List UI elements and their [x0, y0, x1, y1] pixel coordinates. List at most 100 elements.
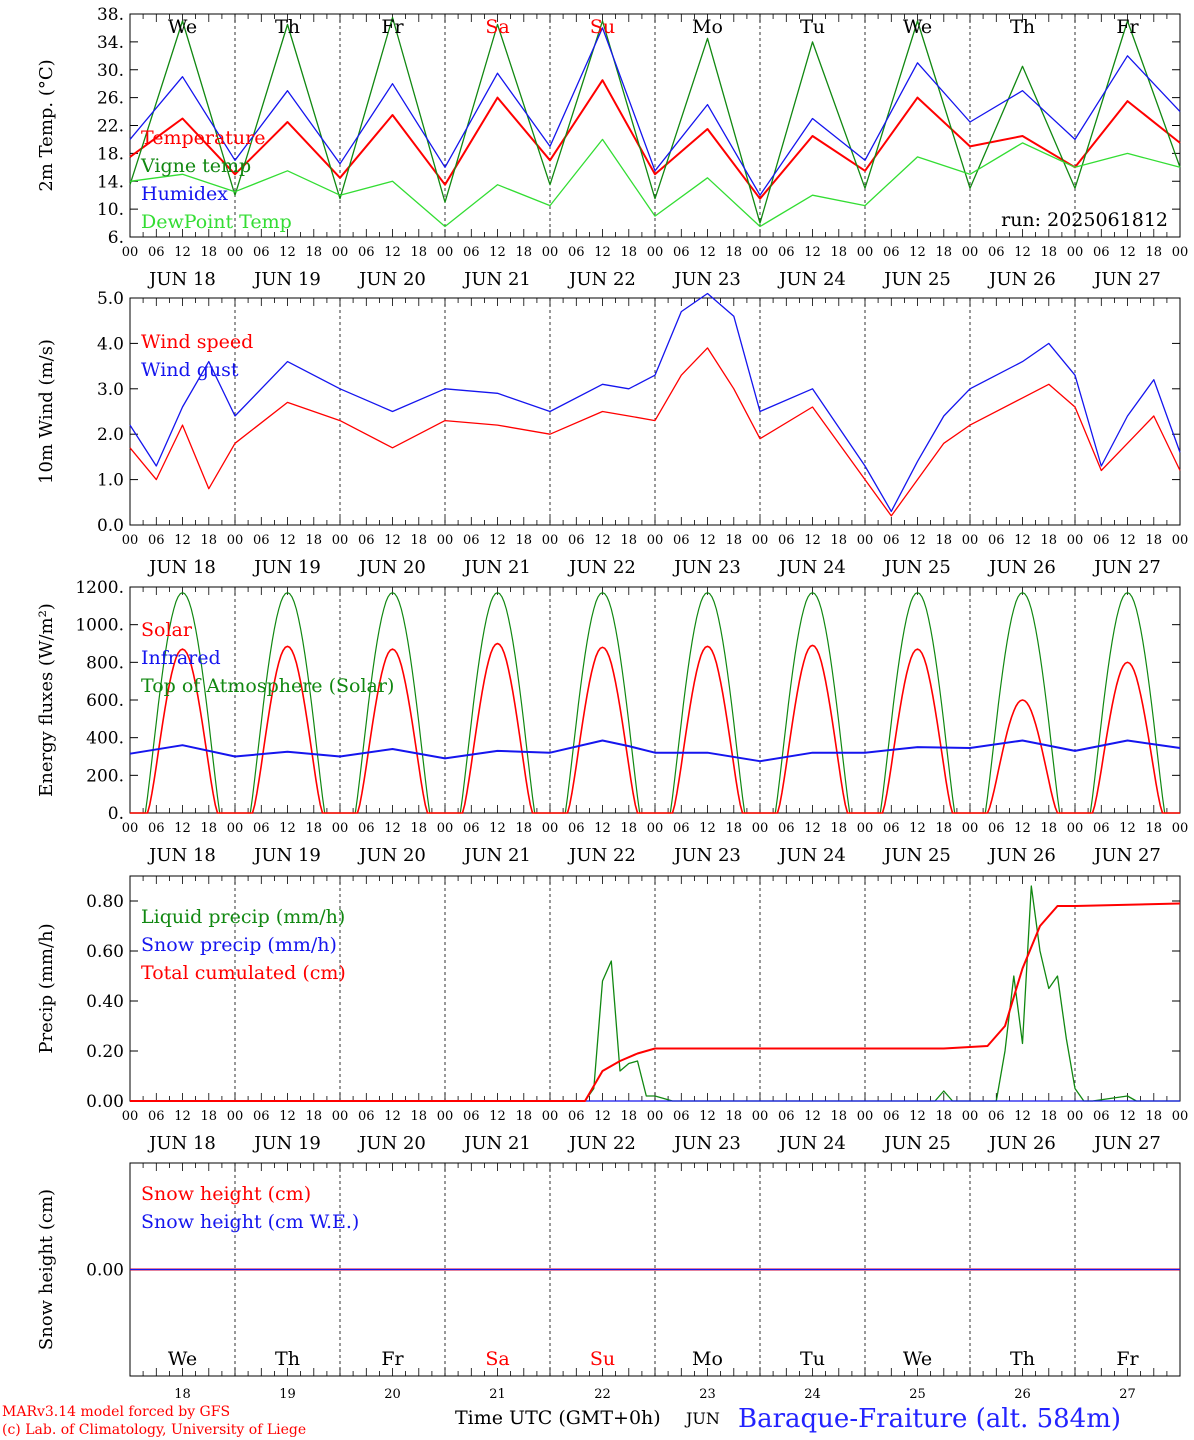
x-hour-label: 00: [542, 245, 559, 260]
x-hour-label: 06: [673, 533, 690, 548]
x-date-label: JUN 21: [462, 845, 531, 866]
x-hour-label: 06: [148, 533, 165, 548]
y-tick-label: 22.: [97, 117, 124, 137]
x-hour-label: 12: [384, 245, 401, 260]
x-hour-label: 12: [1119, 821, 1136, 836]
x-hour-label: 12: [279, 1109, 296, 1124]
x-hour-label: 06: [883, 821, 900, 836]
legend-item: Humidex: [141, 183, 228, 205]
x-hour-label: 00: [647, 1109, 664, 1124]
bottom-date-number: 24: [804, 1387, 821, 1402]
x-hour-label: 00: [857, 533, 874, 548]
x-hour-label: 00: [1172, 821, 1189, 836]
x-hour-label: 06: [148, 245, 165, 260]
x-hour-label: 18: [410, 1109, 427, 1124]
bottom-day-label: Fr: [1116, 1348, 1139, 1370]
x-date-label: JUN 21: [462, 557, 531, 578]
y-tick-label: 0.: [108, 804, 124, 824]
bottom-date-number: 21: [489, 1387, 506, 1402]
x-date-label: JUN 23: [672, 845, 741, 866]
x-hour-label: 18: [410, 821, 427, 836]
bottom-day-label: We: [168, 1348, 197, 1370]
x-hour-label: 00: [647, 533, 664, 548]
x-hour-label: 12: [279, 821, 296, 836]
top-day-label: We: [903, 16, 932, 38]
y-tick-label: 800.: [86, 653, 124, 673]
x-hour-label: 18: [1145, 533, 1162, 548]
legend-item: Wind speed: [141, 331, 253, 353]
x-hour-label: 12: [1014, 1109, 1031, 1124]
legend-item: Wind gust: [141, 359, 239, 381]
x-hour-label: 12: [1119, 533, 1136, 548]
x-hour-label: 00: [122, 821, 139, 836]
y-tick-label: 5.0: [97, 289, 124, 309]
y-tick-label: 400.: [86, 729, 124, 749]
x-hour-label: 06: [988, 533, 1005, 548]
series-total-cumulated-cm-: [130, 902, 1181, 1102]
legend-item: Temperature: [141, 127, 265, 149]
x-hour-label: 06: [568, 245, 585, 260]
x-hour-label: 12: [384, 1109, 401, 1124]
bottom-date-number: 19: [279, 1387, 296, 1402]
x-hour-label: 18: [305, 245, 322, 260]
x-hour-label: 12: [699, 821, 716, 836]
x-hour-label: 12: [909, 821, 926, 836]
top-day-label: Th: [275, 16, 300, 38]
x-hour-label: 06: [883, 1109, 900, 1124]
x-hour-label: 12: [174, 821, 191, 836]
x-date-label: JUN 18: [147, 1133, 216, 1154]
x-date-label: JUN 19: [252, 557, 321, 578]
bottom-date-number: 25: [909, 1387, 926, 1402]
x-date-label: JUN 26: [987, 557, 1056, 578]
y-tick-label: 0.0: [97, 516, 124, 536]
y-tick-label: 1.0: [97, 471, 124, 491]
x-hour-label: 18: [725, 1109, 742, 1124]
x-date-label: JUN 25: [882, 1133, 951, 1154]
x-hour-label: 12: [489, 821, 506, 836]
y-axis-label: Snow height (cm): [36, 1189, 57, 1350]
x-hour-label: 18: [410, 533, 427, 548]
x-hour-label: 06: [148, 1109, 165, 1124]
x-hour-label: 12: [804, 821, 821, 836]
x-hour-label: 00: [227, 1109, 244, 1124]
x-hour-label: 06: [883, 245, 900, 260]
x-date-label: JUN 19: [252, 269, 321, 290]
y-tick-label: 2.0: [97, 425, 124, 445]
x-hour-label: 12: [279, 533, 296, 548]
x-hour-label: 00: [857, 245, 874, 260]
bottom-day-label: We: [903, 1348, 932, 1370]
x-date-label: JUN 21: [462, 1133, 531, 1154]
footer-month: JUN: [684, 1409, 720, 1428]
legend-item: Vigne temp: [140, 155, 251, 177]
x-date-label: JUN 20: [357, 1133, 426, 1154]
x-date-label: JUN 19: [252, 1133, 321, 1154]
x-hour-label: 12: [174, 245, 191, 260]
y-tick-label: 0.80: [86, 892, 124, 912]
x-date-label: JUN 27: [1092, 269, 1161, 290]
x-hour-label: 06: [568, 821, 585, 836]
x-hour-label: 00: [752, 821, 769, 836]
y-tick-label: 14.: [97, 172, 124, 192]
x-hour-label: 00: [437, 245, 454, 260]
x-hour-label: 06: [463, 245, 480, 260]
x-hour-label: 00: [1172, 533, 1189, 548]
legend-item: Infrared: [141, 647, 221, 669]
x-hour-label: 06: [568, 1109, 585, 1124]
x-hour-label: 00: [962, 1109, 979, 1124]
x-hour-label: 06: [778, 1109, 795, 1124]
x-date-label: JUN 24: [777, 845, 846, 866]
bottom-date-number: 20: [384, 1387, 401, 1402]
x-hour-label: 18: [305, 1109, 322, 1124]
x-hour-label: 12: [699, 533, 716, 548]
y-tick-label: 4.0: [97, 334, 124, 354]
x-hour-label: 18: [935, 533, 952, 548]
y-axis-label: Precip (mm/h): [36, 923, 57, 1053]
legend-item: Liquid precip (mm/h): [141, 906, 345, 928]
x-hour-label: 00: [122, 245, 139, 260]
x-hour-label: 00: [752, 245, 769, 260]
x-date-label: JUN 24: [777, 557, 846, 578]
x-hour-label: 06: [673, 1109, 690, 1124]
x-hour-label: 12: [699, 1109, 716, 1124]
x-hour-label: 18: [515, 245, 532, 260]
y-tick-label: 0.40: [86, 992, 124, 1012]
